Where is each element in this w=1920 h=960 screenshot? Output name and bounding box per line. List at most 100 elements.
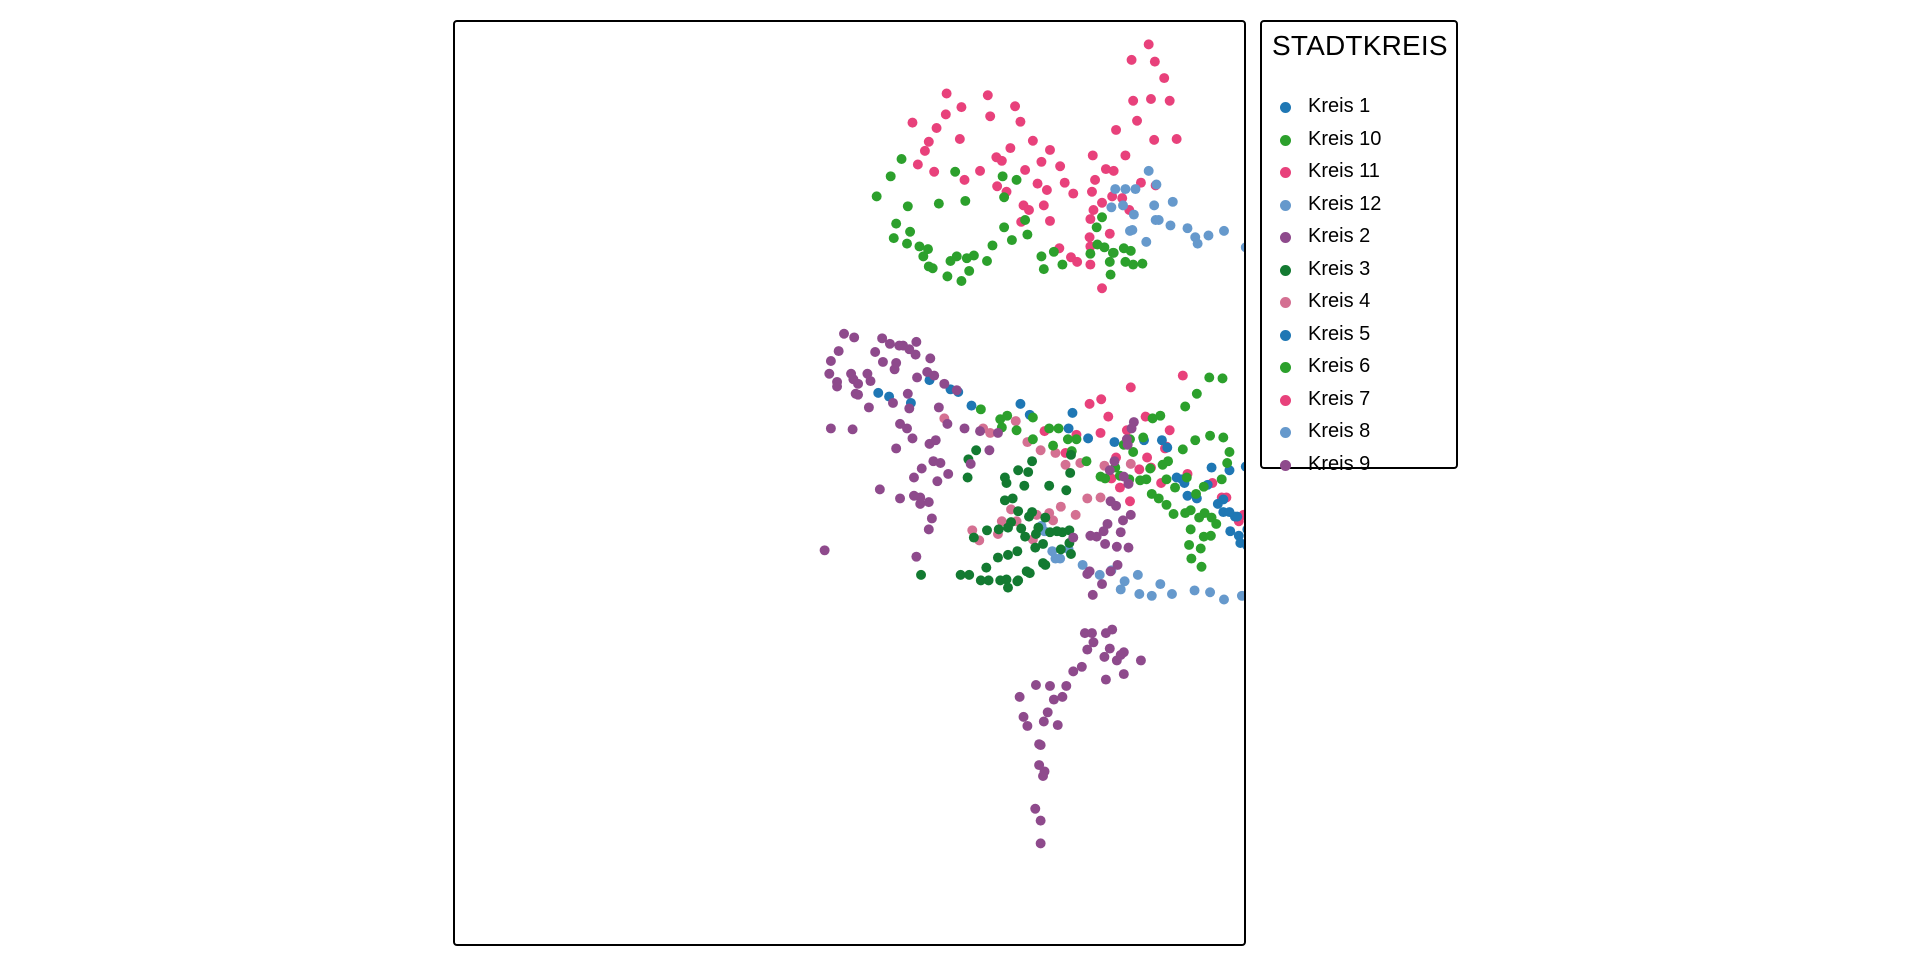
data-point — [1225, 526, 1236, 537]
data-point — [1128, 95, 1139, 106]
legend-item: Kreis 6 — [1262, 352, 1452, 382]
data-point — [1045, 680, 1055, 691]
data-point — [885, 171, 896, 182]
data-point — [993, 524, 1004, 535]
data-point — [1055, 553, 1066, 564]
data-point — [1022, 229, 1033, 240]
legend-item: Kreis 1 — [1262, 92, 1452, 122]
data-point — [1006, 517, 1017, 528]
data-point — [907, 433, 918, 444]
legend-dot — [1280, 199, 1291, 211]
data-point — [1011, 425, 1022, 436]
data-point — [1097, 579, 1107, 590]
data-point — [933, 198, 944, 209]
data-point — [923, 244, 933, 255]
data-point — [1211, 518, 1222, 529]
data-point — [1057, 259, 1068, 270]
data-point — [1081, 456, 1092, 467]
data-point — [1055, 161, 1066, 172]
data-point — [1096, 394, 1107, 405]
data-point — [1125, 496, 1135, 507]
data-point — [956, 102, 967, 113]
legend-title: STADTKREIS — [1272, 30, 1448, 61]
data-point — [950, 166, 961, 177]
data-point — [918, 251, 929, 262]
data-point — [1055, 544, 1066, 555]
data-point — [1027, 456, 1038, 467]
data-point — [1115, 584, 1126, 595]
data-point — [1108, 165, 1119, 176]
data-point — [951, 251, 962, 262]
data-point — [1185, 505, 1196, 516]
data-point — [1041, 184, 1052, 195]
data-point — [1134, 589, 1145, 599]
data-point — [1010, 416, 1021, 427]
data-point — [1052, 720, 1063, 731]
data-point — [1083, 433, 1094, 444]
data-point — [1020, 164, 1031, 175]
data-point — [908, 490, 919, 501]
data-point — [1007, 493, 1018, 504]
data-point — [1024, 511, 1034, 522]
data-point — [891, 443, 902, 454]
data-point — [1067, 407, 1078, 418]
data-point — [1138, 432, 1149, 443]
data-point — [1107, 624, 1118, 635]
data-point — [871, 191, 882, 202]
data-point — [1092, 239, 1103, 250]
data-point — [1111, 655, 1122, 666]
data-point — [1061, 485, 1072, 496]
data-point — [1027, 135, 1038, 146]
data-point — [884, 338, 895, 349]
data-point — [1180, 401, 1191, 412]
data-point — [1159, 73, 1170, 84]
legend-label: Kreis 7 — [1308, 387, 1371, 410]
data-point — [964, 569, 975, 580]
data-point — [1048, 515, 1059, 526]
data-point — [1181, 472, 1192, 483]
legend-label: Kreis 9 — [1308, 452, 1371, 475]
data-point — [849, 332, 860, 343]
data-point — [1156, 435, 1167, 446]
series-kreis-12 — [1106, 165, 1244, 252]
data-point — [987, 240, 998, 251]
data-point — [905, 226, 916, 237]
data-point — [1143, 165, 1154, 176]
data-point — [992, 427, 1003, 438]
data-point — [1128, 259, 1139, 270]
data-point — [1011, 174, 1022, 185]
data-point — [825, 356, 836, 367]
data-point — [1097, 212, 1107, 223]
data-point — [891, 357, 902, 368]
data-point — [1038, 716, 1049, 727]
data-point — [1103, 411, 1114, 422]
data-point — [1198, 481, 1209, 492]
data-point — [1015, 398, 1026, 409]
series-kreis-2 — [1014, 417, 1146, 849]
data-point — [832, 381, 843, 392]
data-point — [1232, 511, 1243, 522]
series-kreis-10 — [871, 154, 1148, 286]
data-point — [1219, 225, 1229, 236]
data-point — [1038, 264, 1049, 275]
data-point — [1145, 463, 1156, 474]
data-point — [1022, 720, 1033, 731]
data-point — [1100, 473, 1111, 484]
data-point — [1104, 465, 1115, 476]
data-point — [1100, 164, 1111, 175]
data-point — [927, 263, 938, 274]
legend-dot — [1280, 362, 1291, 373]
data-point — [877, 333, 888, 344]
data-point — [1059, 177, 1070, 188]
data-point — [833, 346, 844, 357]
legend-item: Kreis 2 — [1262, 222, 1452, 252]
legend-item: Kreis 9 — [1262, 450, 1452, 480]
data-point — [1003, 582, 1013, 593]
data-point — [1149, 56, 1160, 67]
data-point — [1114, 482, 1125, 493]
data-point — [1134, 464, 1145, 475]
data-point — [910, 349, 921, 360]
data-point — [1117, 193, 1128, 204]
data-point — [959, 423, 970, 434]
data-point — [1222, 458, 1233, 468]
